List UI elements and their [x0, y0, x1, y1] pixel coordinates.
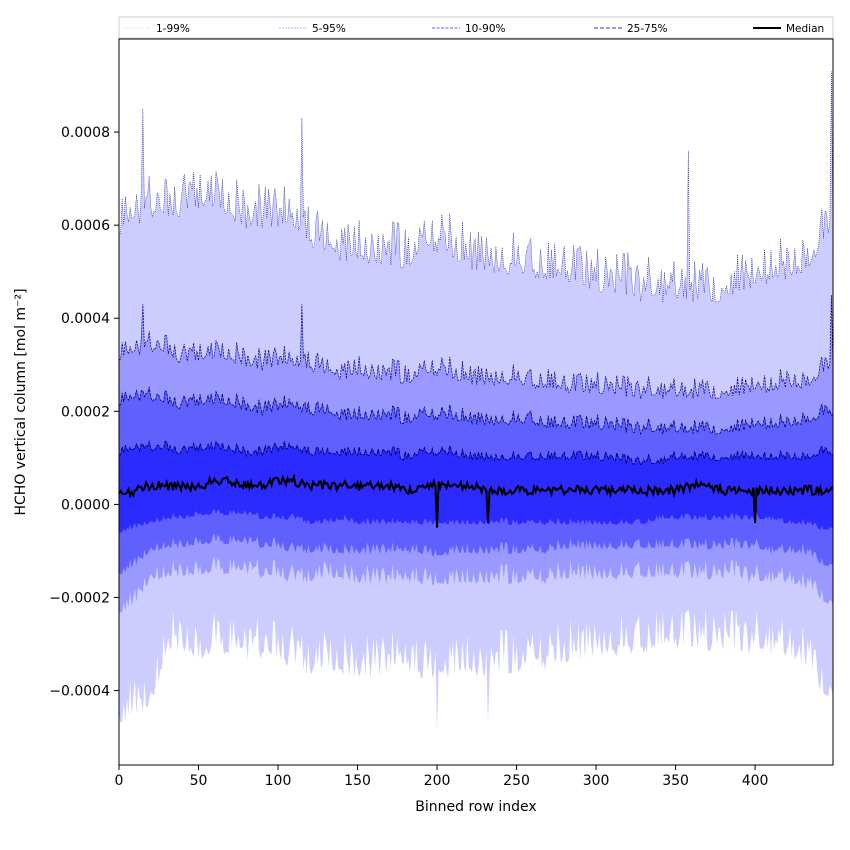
y-axis-label: HCHO vertical column [mol m⁻²] [13, 288, 29, 515]
x-tick-label: 150 [344, 773, 371, 789]
legend-label: 1-99% [156, 23, 190, 35]
x-tick-label: 100 [265, 773, 292, 789]
y-tick-label: −0.0004 [49, 684, 110, 700]
y-tick-label: 0.0006 [61, 218, 110, 234]
y-tick-label: 0.0004 [61, 311, 110, 327]
legend: 1-99% 5-95% 10-90% 25-75% Median [118, 16, 834, 39]
x-tick-label: 50 [190, 773, 208, 789]
legend-label: 10-90% [465, 23, 506, 35]
y-tick-label: −0.0002 [49, 590, 110, 606]
legend-label: Median [786, 23, 824, 35]
legend-label: 25-75% [627, 23, 668, 35]
legend-label: 5-95% [312, 23, 346, 35]
y-tick-label: 0.0008 [61, 125, 110, 141]
band-upper-edge-5-95pct [118, 294, 834, 400]
x-tick-label: 400 [742, 773, 769, 789]
band-upper-edge-25-75pct [118, 439, 834, 467]
band-upper-edge-10-90pct [118, 386, 834, 436]
x-tick-label: 300 [583, 773, 610, 789]
plot-area [118, 71, 834, 733]
legend-frame [118, 16, 834, 39]
x-tick-label: 250 [503, 773, 530, 789]
y-tick-label: 0.0002 [61, 404, 110, 420]
y-tick-label: 0.0000 [61, 497, 110, 513]
x-tick-label: 0 [115, 773, 124, 789]
x-axis-label: Binned row index [415, 799, 536, 815]
band-upper-edge-1-99pct [118, 71, 834, 303]
x-tick-label: 200 [424, 773, 451, 789]
axis-ticks: 0 50 100 150 200 250 300 350 400 −0.0004 −0.0002 0.… [49, 125, 768, 789]
axes-frame [118, 38, 834, 766]
median-line [118, 472, 834, 528]
x-tick-label: 350 [662, 773, 689, 789]
